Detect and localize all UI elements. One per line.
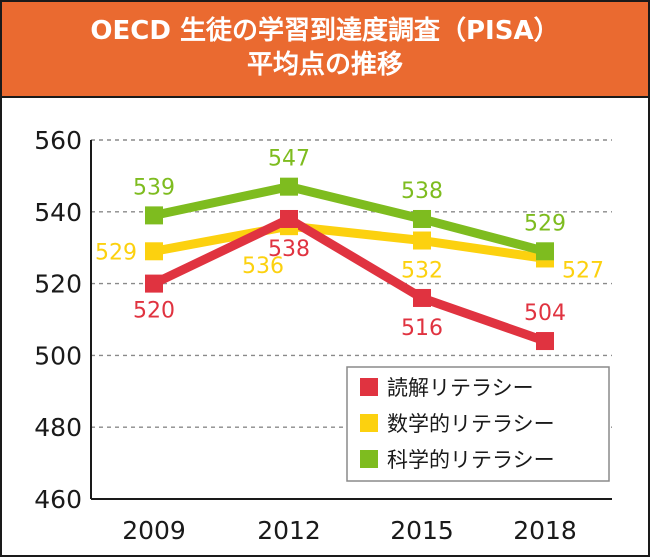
legend-swatch [360, 378, 378, 396]
x-tick-label: 2015 [390, 516, 454, 545]
series-line-3 [149, 182, 550, 256]
x-tick-label: 2009 [122, 516, 186, 545]
y-tick-label: 540 [34, 198, 82, 227]
y-tick-label: 460 [34, 485, 82, 514]
data-point [280, 177, 298, 196]
data-label: 520 [133, 299, 175, 324]
legend-box [346, 366, 610, 482]
y-tick-label: 500 [34, 341, 82, 370]
series-line-2 [149, 221, 550, 263]
data-label: 527 [562, 258, 604, 283]
legend-label: 読解リテラシー [387, 376, 534, 400]
data-point [413, 231, 431, 250]
y-tick-label: 480 [34, 413, 82, 442]
legend-label: 数学的リテラシー [387, 412, 555, 436]
data-label: 529 [95, 240, 137, 265]
legend-swatch [360, 414, 378, 432]
data-label: 516 [401, 316, 443, 341]
chart-title: OECD 生徒の学習到達度調査（PISA） [90, 16, 560, 46]
data-point [536, 242, 554, 261]
legend-swatch [360, 450, 378, 468]
y-tick-label: 560 [34, 126, 82, 155]
data-label: 547 [268, 147, 310, 172]
data-point [536, 332, 554, 351]
series-line-1 [149, 214, 550, 346]
title-bar: OECD 生徒の学習到達度調査（PISA） 平均点の推移 [2, 2, 648, 98]
x-tick-label: 2018 [513, 516, 577, 545]
data-point [145, 242, 163, 261]
y-tick-label: 520 [34, 270, 82, 299]
legend-label: 科学的リテラシー [387, 448, 555, 472]
data-label: 532 [401, 259, 443, 284]
chart-subtitle: 平均点の推移 [246, 50, 403, 80]
data-label: 504 [524, 301, 566, 326]
data-label: 538 [268, 237, 310, 262]
x-tick-label: 2012 [257, 516, 321, 545]
data-label: 529 [524, 211, 566, 236]
data-point [145, 274, 163, 293]
line-chart: 460 480 500 520 540 560 2009 2012 2015 2018 520 538… [34, 126, 612, 545]
data-point [145, 206, 163, 225]
data-label: 538 [401, 179, 443, 204]
data-point [413, 288, 431, 307]
data-point [280, 209, 298, 228]
data-label: 539 [133, 175, 175, 200]
data-point [413, 209, 431, 228]
data-label: 536 [242, 254, 284, 279]
